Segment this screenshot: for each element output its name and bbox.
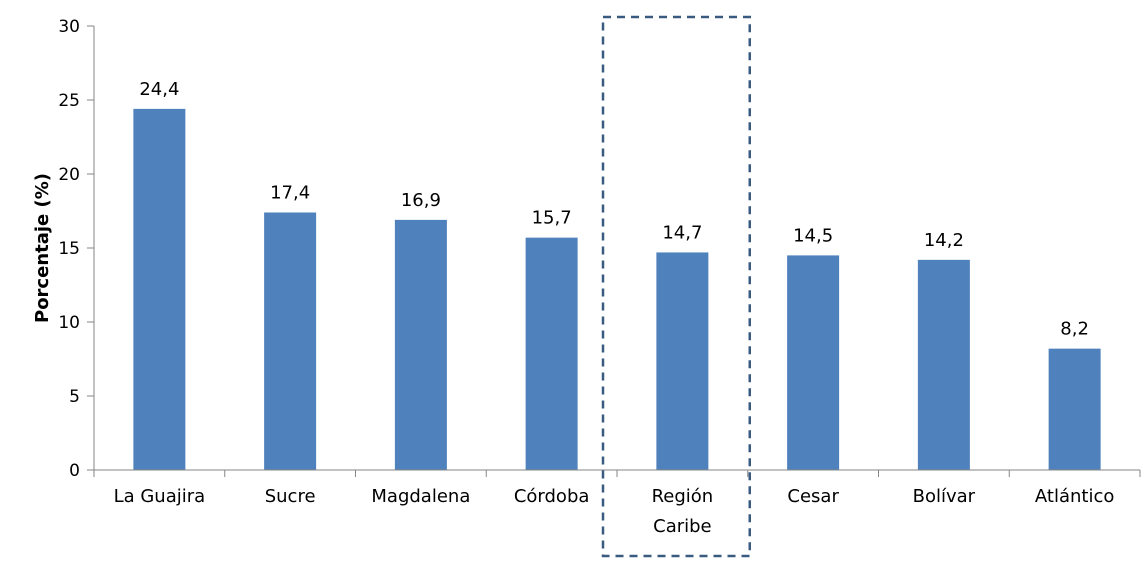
x-tick-label: La Guajira: [114, 486, 206, 507]
data-label: 16,9: [401, 190, 441, 211]
x-tick-label-line: Cesar: [787, 486, 839, 507]
x-tick-label-line: Sucre: [265, 486, 316, 507]
data-label: 14,5: [793, 225, 833, 246]
highlight-box: [601, 15, 751, 558]
x-tick-label-line: La Guajira: [114, 486, 206, 507]
bar: [787, 255, 840, 470]
x-tick-label: Bolívar: [913, 486, 976, 507]
x-tick-label: Magdalena: [371, 486, 470, 507]
x-tick-label-line: Bolívar: [913, 486, 976, 507]
data-labels: 24,4 17,4 16,9 15,7 14,7 14,5 14,2 8,2: [139, 79, 1089, 340]
x-tick-label-line: Magdalena: [371, 486, 470, 507]
bar: [394, 219, 447, 470]
data-label: 8,2: [1060, 319, 1089, 340]
highlight-box-outline: [601, 15, 751, 558]
data-label: 14,2: [924, 230, 964, 251]
data-label: 15,7: [532, 208, 572, 229]
x-tick-label: Córdoba: [514, 486, 590, 507]
bars: [133, 108, 1101, 471]
x-tick-label: Atlántico: [1035, 486, 1114, 507]
y-axis: 0 5 10 15 20 25 30: [58, 17, 95, 481]
x-tick-label: Región Caribe: [652, 486, 714, 537]
data-label: 14,7: [662, 222, 702, 243]
bar: [656, 252, 709, 470]
data-label: 17,4: [270, 182, 310, 203]
y-tick-label: 0: [69, 461, 80, 481]
bar: [1048, 348, 1101, 470]
bar: [133, 108, 186, 470]
y-tick-label: 20: [58, 165, 80, 185]
bar: [917, 259, 970, 470]
y-axis-title: Porcentaje (%): [32, 173, 53, 323]
x-tick-label: Cesar: [787, 486, 839, 507]
bar: [264, 212, 317, 471]
bar: [525, 237, 578, 470]
x-tick-label-line: Atlántico: [1035, 486, 1114, 507]
x-tick-label-line: Región: [652, 486, 714, 507]
y-tick-label: 15: [58, 239, 80, 259]
x-axis: La Guajira Sucre Magdalena Córdoba Región Car…: [93, 469, 1141, 537]
x-tick-label-line: Caribe: [653, 516, 712, 537]
data-label: 24,4: [139, 79, 179, 100]
y-tick-label: 10: [58, 313, 80, 333]
y-tick-label: 30: [58, 17, 80, 37]
x-tick-label-line: Córdoba: [514, 486, 590, 507]
y-tick-label: 5: [69, 387, 80, 407]
x-tick-label: Sucre: [265, 486, 316, 507]
y-tick-label: 25: [58, 91, 80, 111]
